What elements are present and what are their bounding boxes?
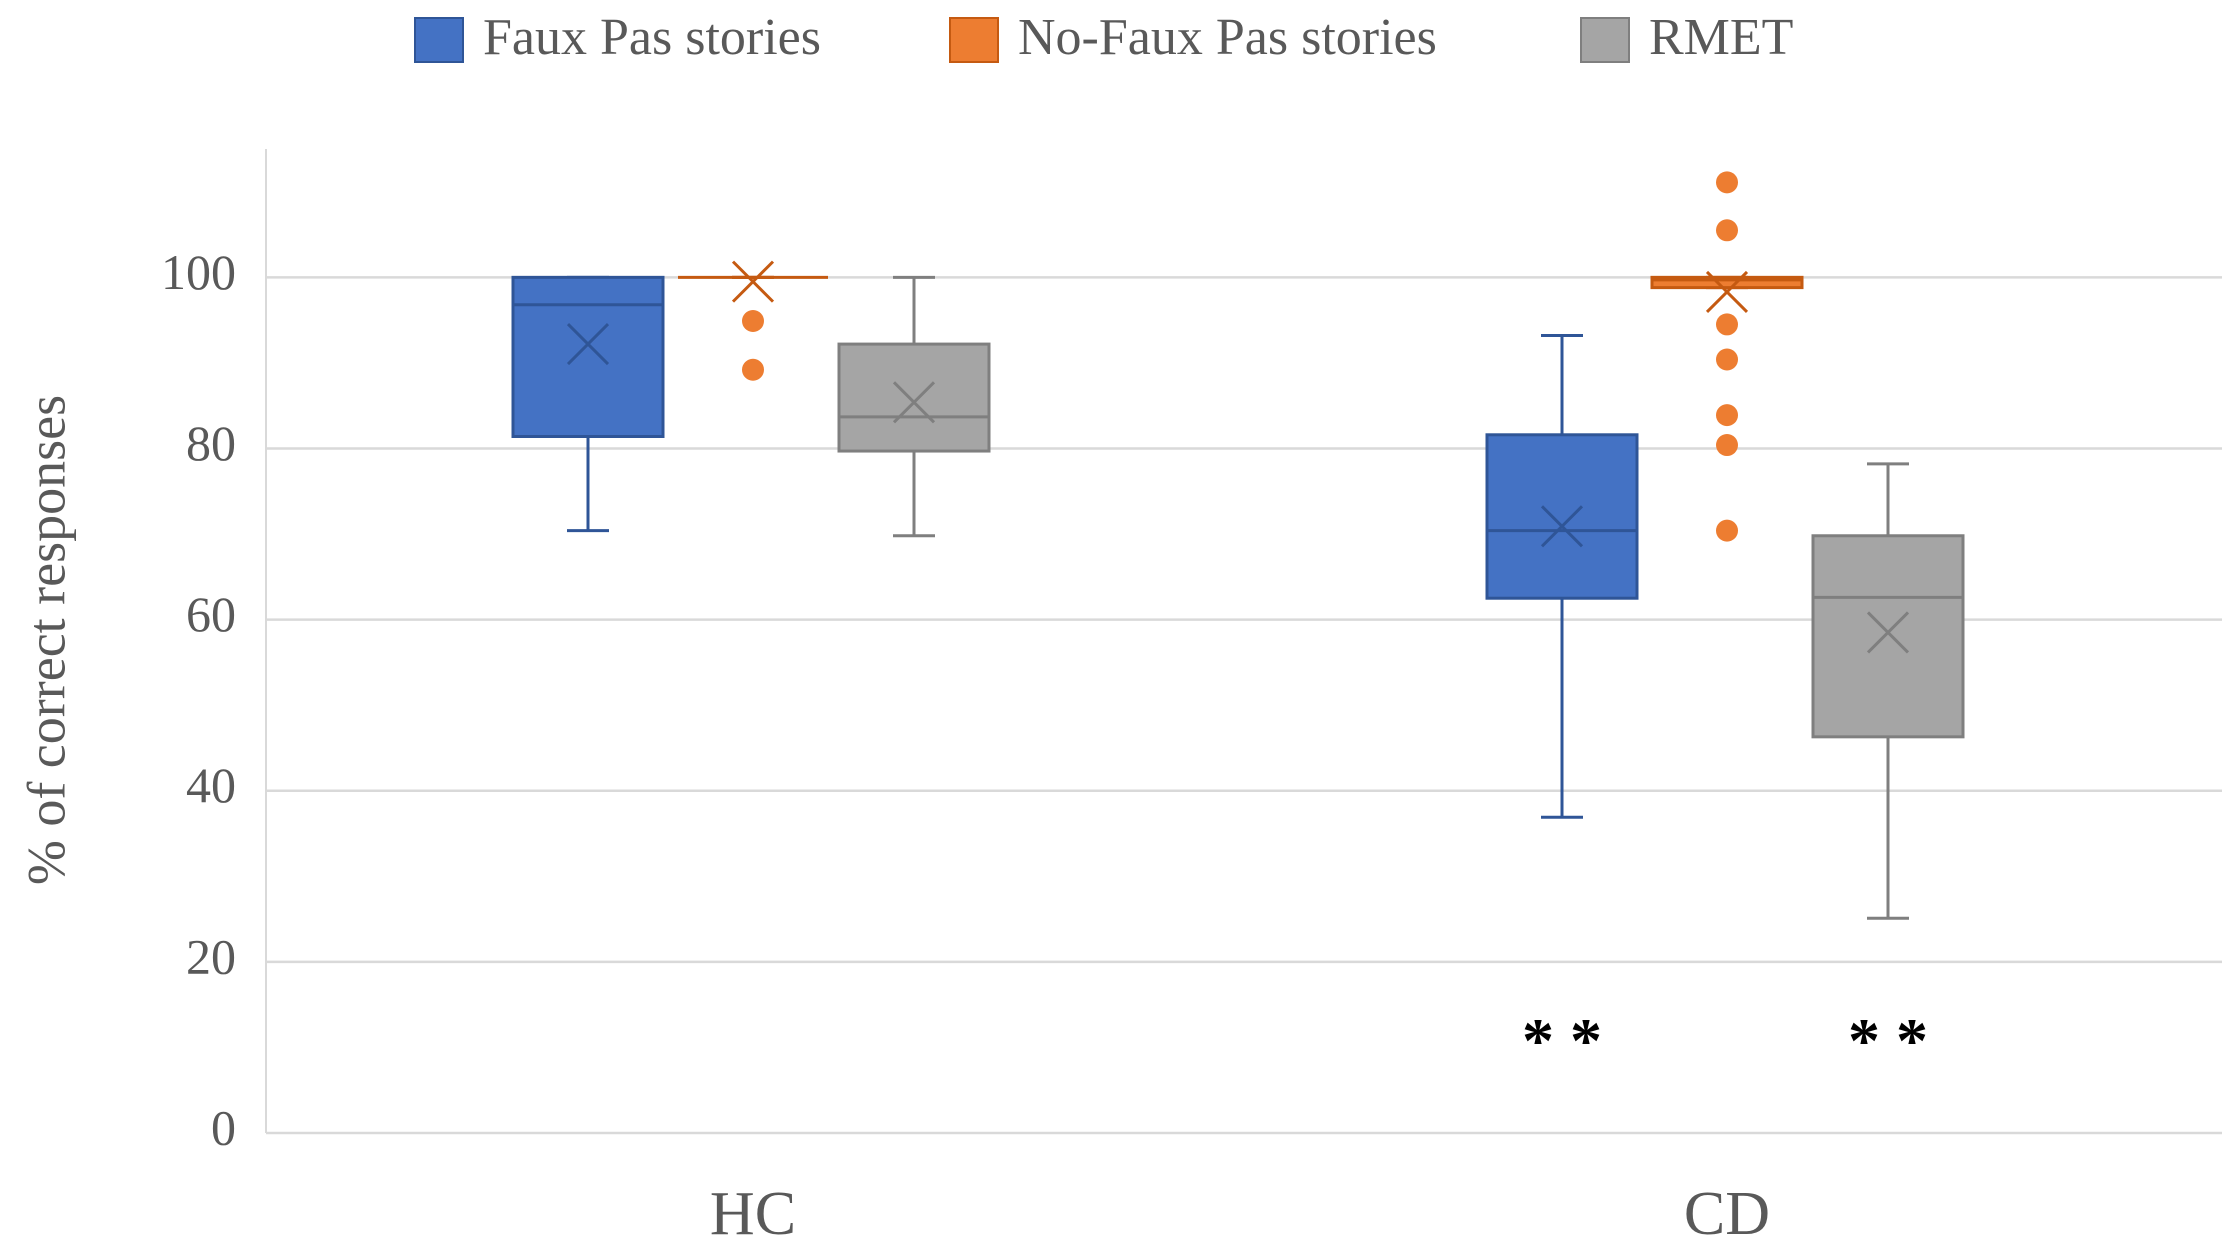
box [837,342,991,453]
annotation: * * [1848,1005,1928,1076]
legend-swatch [1580,17,1630,63]
outlier [1716,434,1738,457]
outlier [742,358,764,381]
outlier [1716,171,1738,194]
y-tick-label: 60 [186,586,236,642]
mean-marker [566,323,610,366]
y-tick-label: 80 [186,415,236,471]
outlier [1716,404,1738,427]
mean-marker [1705,270,1749,313]
legend-label: Faux Pas stories [483,9,821,66]
outlier [1716,313,1738,336]
y-tick-label: 20 [186,928,236,984]
x-tick-label: CD [1684,1180,1770,1248]
box [511,275,665,438]
y-tick-label: 100 [161,244,236,300]
mean-marker [1866,611,1910,654]
legend-swatch [949,17,999,63]
outlier [742,309,764,332]
mean-marker [731,260,775,303]
legend-label: No-Faux Pas stories [1018,9,1437,66]
mean-marker [1540,505,1584,548]
legend-swatch [414,17,464,63]
outlier [1716,348,1738,371]
y-axis-label: % of correct responses [16,395,76,885]
box [1485,433,1639,600]
outlier [1716,519,1738,542]
mean-marker [892,381,936,424]
y-tick-label: 40 [186,757,236,813]
y-tick-label: 0 [211,1099,236,1155]
x-tick-label: HC [710,1180,796,1248]
annotation: * * [1522,1005,1602,1076]
box [1811,534,1965,739]
box [1650,275,1804,290]
outlier [1716,219,1738,242]
legend-label: RMET [1649,9,1793,66]
